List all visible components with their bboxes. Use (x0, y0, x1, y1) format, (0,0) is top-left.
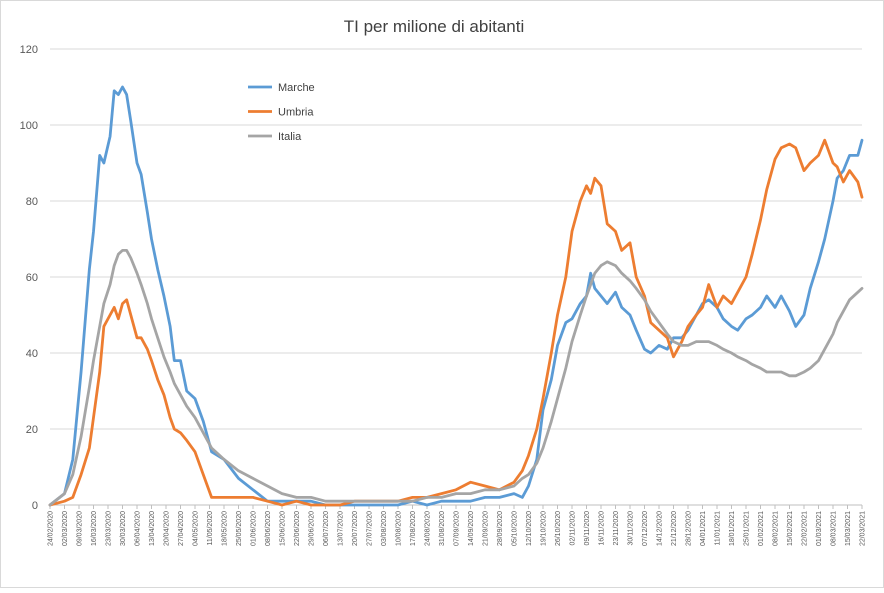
x-tick-label: 04/01/2021 (700, 511, 707, 546)
legend: Marche Umbria Italia (248, 82, 315, 143)
series-lines (48, 85, 864, 507)
x-tick-label: 21/09/2020 (483, 511, 490, 546)
x-tick-label: 09/03/2020 (77, 511, 84, 546)
y-tick-label: 100 (20, 120, 38, 132)
x-tick-label: 01/03/2021 (816, 511, 823, 546)
x-tick-label: 22/03/2021 (860, 511, 867, 546)
x-tick-label: 14/12/2020 (657, 511, 664, 546)
x-tick-label: 01/06/2020 (251, 511, 258, 546)
series-line-italia (48, 248, 864, 507)
x-tick-label: 28/09/2020 (497, 511, 504, 546)
x-tick-label: 06/07/2020 (323, 511, 330, 546)
x-tick-label: 15/03/2021 (845, 511, 852, 546)
x-tick-label: 07/12/2020 (642, 511, 649, 546)
x-tick-label: 29/06/2020 (309, 511, 316, 546)
x-tick-label: 14/09/2020 (468, 511, 475, 546)
x-tick-label: 27/04/2020 (178, 511, 185, 546)
x-tick-label: 22/02/2021 (802, 511, 809, 546)
x-tick-label: 05/10/2020 (512, 511, 519, 546)
x-axis-ticks: 24/02/2020 02/03/2020 09/03/2020 16/03/2020… (48, 505, 867, 546)
y-tick-label: 0 (32, 500, 38, 512)
series-line-marche (48, 85, 864, 507)
x-tick-label: 10/08/2020 (396, 511, 403, 546)
legend-label-marche: Marche (278, 82, 315, 94)
x-tick-label: 27/07/2020 (367, 511, 374, 546)
x-tick-label: 03/08/2020 (381, 511, 388, 546)
x-tick-label: 02/03/2020 (62, 511, 69, 546)
x-tick-label: 07/09/2020 (454, 511, 461, 546)
x-tick-label: 13/04/2020 (149, 511, 156, 546)
x-tick-label: 20/04/2020 (164, 511, 171, 546)
x-tick-label: 19/10/2020 (541, 511, 548, 546)
x-tick-label: 30/03/2020 (120, 511, 127, 546)
x-tick-label: 15/06/2020 (280, 511, 287, 546)
x-tick-label: 15/02/2021 (787, 511, 794, 546)
x-tick-label: 25/05/2020 (236, 511, 243, 546)
x-tick-label: 11/05/2020 (207, 511, 214, 546)
x-tick-label: 26/10/2020 (555, 511, 562, 546)
gridlines (50, 48, 862, 506)
x-tick-label: 30/11/2020 (628, 511, 635, 546)
x-tick-label: 13/07/2020 (338, 511, 345, 546)
x-tick-label: 17/08/2020 (410, 511, 417, 546)
x-tick-label: 12/10/2020 (526, 511, 533, 546)
x-tick-label: 23/03/2020 (106, 511, 113, 546)
series-line-umbria (48, 138, 864, 507)
y-tick-label: 60 (26, 272, 38, 284)
x-tick-label: 08/06/2020 (265, 511, 272, 546)
x-tick-label: 11/01/2021 (715, 511, 722, 546)
x-tick-label: 31/08/2020 (439, 511, 446, 546)
x-tick-label: 01/02/2021 (758, 511, 765, 546)
x-tick-label: 21/12/2020 (671, 511, 678, 546)
x-tick-label: 08/02/2021 (773, 511, 780, 546)
x-tick-label: 25/01/2021 (744, 511, 751, 546)
x-tick-label: 24/08/2020 (425, 511, 432, 546)
x-tick-label: 08/03/2021 (831, 511, 838, 546)
y-tick-label: 20 (26, 424, 38, 436)
x-tick-label: 23/11/2020 (613, 511, 620, 546)
x-tick-label: 18/01/2021 (729, 511, 736, 546)
x-tick-label: 02/11/2020 (570, 511, 577, 546)
x-tick-label: 06/04/2020 (135, 511, 142, 546)
chart-title: TI per milione di abitanti (344, 17, 524, 36)
x-tick-label: 16/03/2020 (91, 511, 98, 546)
x-tick-label: 24/02/2020 (48, 511, 55, 546)
y-tick-label: 40 (26, 348, 38, 360)
x-tick-label: 16/11/2020 (599, 511, 606, 546)
y-axis-ticks: 0 20 40 60 80 100 120 (20, 44, 38, 512)
y-tick-label: 80 (26, 196, 38, 208)
x-tick-label: 18/05/2020 (222, 511, 229, 546)
legend-label-italia: Italia (278, 131, 302, 143)
legend-label-umbria: Umbria (278, 107, 314, 119)
x-tick-label: 20/07/2020 (352, 511, 359, 546)
x-tick-label: 09/11/2020 (584, 511, 591, 546)
x-tick-label: 22/06/2020 (294, 511, 301, 546)
x-tick-label: 28/12/2020 (686, 511, 693, 546)
x-tick-label: 04/05/2020 (193, 511, 200, 546)
y-tick-label: 120 (20, 44, 38, 56)
